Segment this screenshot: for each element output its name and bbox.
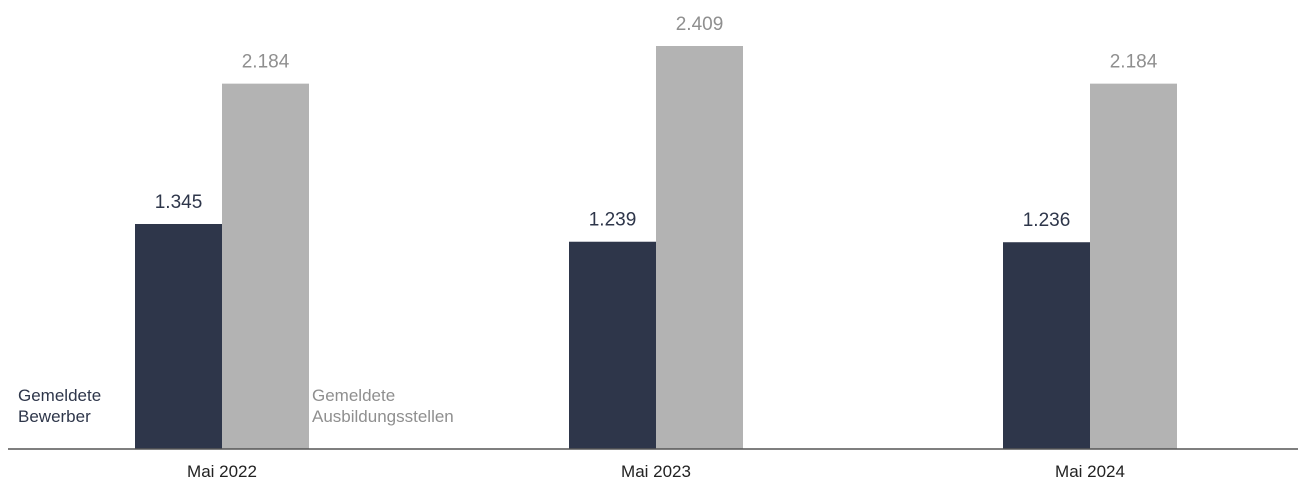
value-label-bewerber-2: 1.239 [589, 210, 637, 231]
bar-ausbildungsstellen-2 [656, 46, 743, 449]
bar-ausbildungsstellen-1 [222, 83, 309, 449]
bar-bewerber-1 [135, 223, 222, 449]
value-label-ausbildungsstellen-2: 2.409 [676, 14, 724, 35]
legend-ausbildungsstellen-label: Gemeldete Ausbildungsstellen [312, 386, 454, 426]
value-labels-group: 1.345 2.184 1.239 2.409 1.236 2.184 [155, 14, 1158, 231]
value-label-bewerber-1: 1.345 [155, 192, 203, 213]
bar-bewerber-3 [1003, 242, 1090, 449]
bar-ausbildungsstellen-3 [1090, 83, 1177, 449]
bars-group [135, 46, 1177, 449]
category-labels-group: Mai 2022 Mai 2023 Mai 2024 [187, 462, 1125, 481]
category-label-3: Mai 2024 [1055, 462, 1125, 481]
category-label-2: Mai 2023 [621, 462, 691, 481]
legend-ausbildungsstellen-line-1: Gemeldete [312, 386, 395, 405]
bar-bewerber-2 [569, 241, 656, 449]
value-label-bewerber-3: 1.236 [1023, 210, 1071, 231]
legend-bewerber-label: Gemeldete Bewerber [18, 386, 106, 426]
value-label-ausbildungsstellen-1: 2.184 [242, 52, 290, 73]
value-label-ausbildungsstellen-3: 2.184 [1110, 52, 1158, 73]
legend-bewerber-line-2: Bewerber [18, 407, 91, 426]
legend-ausbildungsstellen-line-2: Ausbildungsstellen [312, 407, 454, 426]
category-label-1: Mai 2022 [187, 462, 257, 481]
legend-bewerber-line-1: Gemeldete [18, 386, 101, 405]
